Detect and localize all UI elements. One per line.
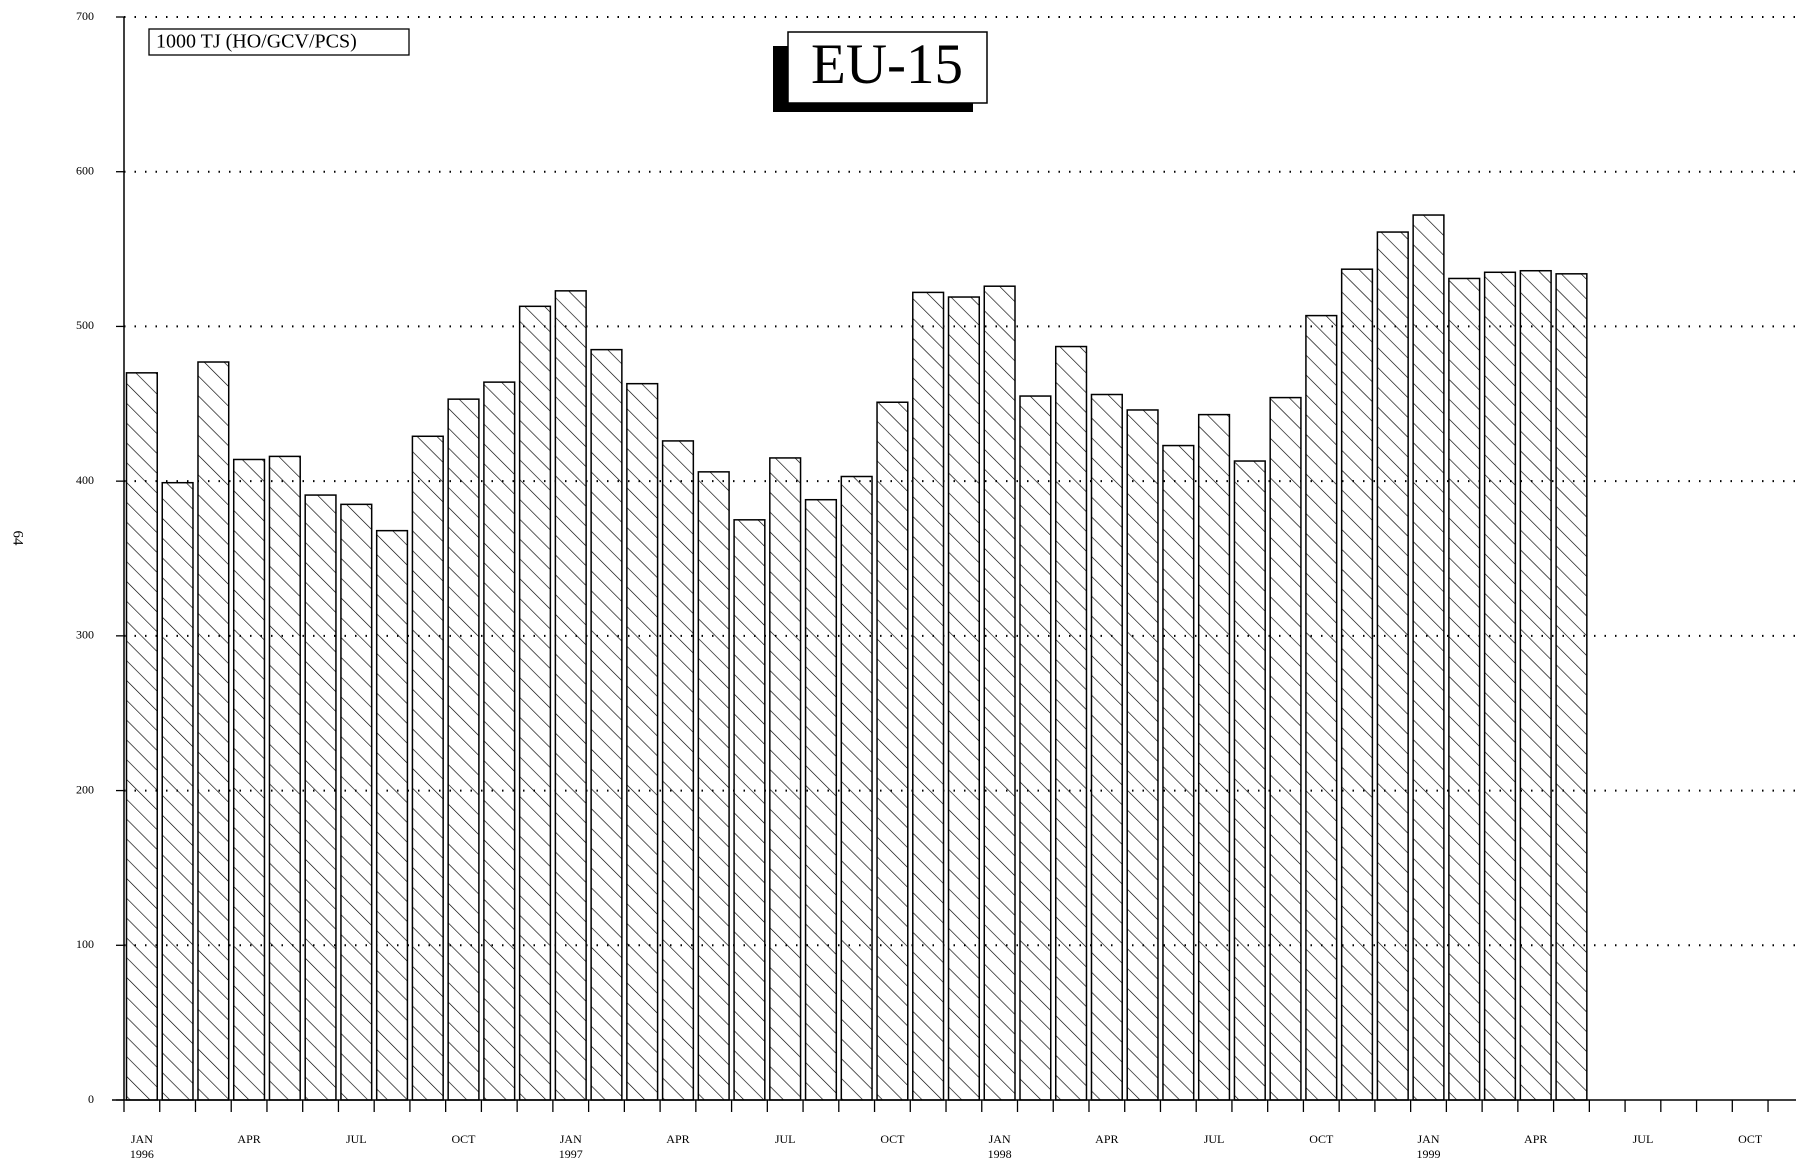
x-tick-label: APR	[237, 1132, 260, 1146]
x-tick-label: OCT	[1738, 1132, 1763, 1146]
bar	[1555, 273, 1588, 1101]
bar	[554, 290, 587, 1101]
x-tick-label: OCT	[452, 1132, 477, 1146]
chart-title: EU-15	[811, 33, 963, 96]
bar	[1448, 277, 1481, 1101]
bar	[161, 481, 194, 1101]
unit-box	[148, 28, 410, 56]
bar	[483, 381, 516, 1101]
bar	[983, 285, 1016, 1101]
bar	[1269, 396, 1302, 1101]
bar	[340, 503, 373, 1101]
bar	[840, 475, 873, 1101]
x-tick-label: JAN 1997	[559, 1132, 583, 1161]
x-tick-label: JAN 1999	[1417, 1132, 1441, 1161]
y-tick-label: 600	[76, 163, 94, 177]
title-box	[787, 31, 988, 104]
bar	[1090, 393, 1123, 1101]
x-tick-label: JAN 1998	[988, 1132, 1012, 1161]
bar	[125, 372, 158, 1101]
bar	[947, 296, 981, 1101]
bar	[1340, 268, 1374, 1101]
bar	[197, 361, 230, 1101]
y-tick-label: 200	[76, 782, 94, 796]
bar	[1483, 271, 1517, 1101]
y-tick-label: 500	[76, 318, 94, 332]
bar	[1233, 460, 1266, 1101]
bar	[268, 455, 301, 1101]
bar	[1197, 413, 1231, 1101]
bar	[232, 458, 266, 1101]
bar	[590, 348, 623, 1101]
bar	[1126, 409, 1159, 1101]
unit-label: 1000 TJ (HO/GCV/PCS)	[156, 31, 357, 53]
bar	[518, 305, 552, 1101]
x-tick-label: APR	[1524, 1132, 1547, 1146]
bar	[733, 519, 766, 1101]
x-tick-label: APR	[666, 1132, 689, 1146]
bar	[1162, 444, 1195, 1101]
bar	[1519, 269, 1552, 1101]
bar	[697, 471, 730, 1101]
bar	[1376, 231, 1409, 1101]
bar	[447, 398, 480, 1101]
x-tick-label: JAN 1996	[130, 1132, 154, 1161]
bars	[125, 214, 1588, 1101]
bar	[1054, 345, 1088, 1101]
bar	[912, 291, 945, 1101]
y-tick-label: 700	[76, 9, 94, 23]
x-tick-label: JUL	[1633, 1132, 1654, 1146]
y-tick-label: 100	[76, 937, 94, 951]
x-tick-label: JUL	[346, 1132, 367, 1146]
y-tick-label: 400	[76, 473, 94, 487]
page-number: 64	[10, 531, 26, 547]
x-tick-label: JUL	[1204, 1132, 1225, 1146]
bar	[804, 498, 838, 1101]
x-tick-label: JUL	[775, 1132, 796, 1146]
x-tick-label: OCT	[880, 1132, 905, 1146]
x-tick-label: OCT	[1309, 1132, 1334, 1146]
bar	[769, 457, 802, 1101]
bar	[1305, 314, 1338, 1101]
y-tick-label: 300	[76, 628, 94, 642]
bar	[1412, 214, 1445, 1101]
bar	[411, 435, 444, 1101]
x-tick-label: APR	[1095, 1132, 1118, 1146]
bar	[626, 382, 659, 1101]
bar	[304, 494, 337, 1101]
y-tick-label: 0	[88, 1092, 94, 1106]
bar	[375, 529, 409, 1101]
bar	[661, 440, 695, 1101]
bar	[876, 401, 909, 1101]
bar	[1019, 395, 1052, 1101]
